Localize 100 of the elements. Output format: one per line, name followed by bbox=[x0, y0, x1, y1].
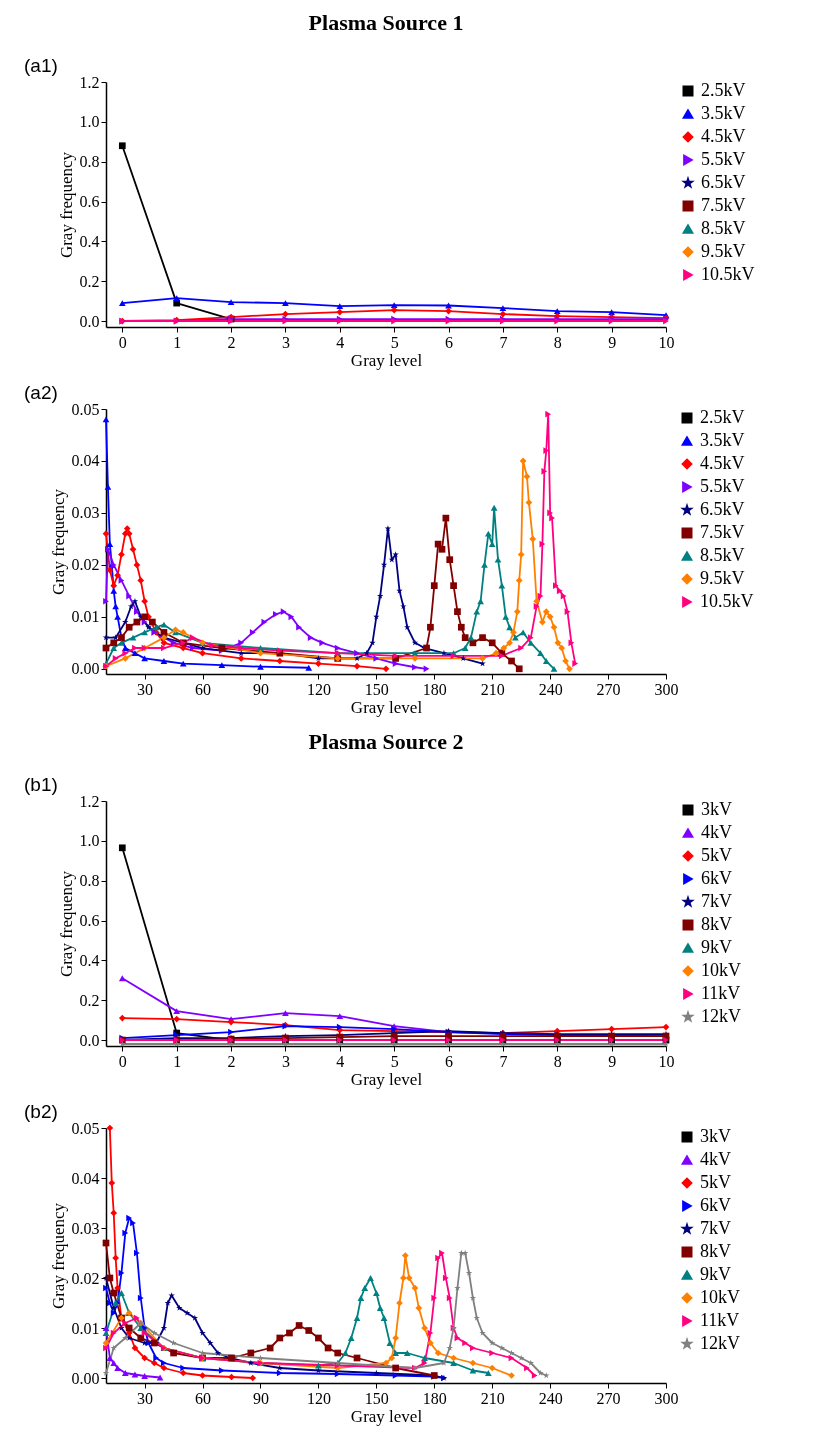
x-tick-label: 10 bbox=[658, 1052, 675, 1070]
legend-label: 4kV bbox=[701, 822, 732, 842]
legend-label: 2.5kV bbox=[701, 80, 746, 100]
x-tick-label: 6 bbox=[445, 333, 454, 351]
y-tick-label: 0.05 bbox=[71, 400, 100, 418]
x-tick-label: 3 bbox=[281, 1052, 290, 1070]
legend-label: 12kV bbox=[700, 1333, 740, 1353]
x-tick-label: 240 bbox=[538, 680, 563, 698]
legend-label: 5.5kV bbox=[701, 149, 746, 169]
x-tick-label: 60 bbox=[195, 680, 212, 698]
x-tick-label: 180 bbox=[422, 1389, 447, 1407]
x-tick-label: 0 bbox=[118, 333, 127, 351]
x-tick-label: 90 bbox=[252, 680, 269, 698]
legend-label: 3.5kV bbox=[700, 430, 745, 450]
y-tick-label: 0.02 bbox=[71, 1269, 100, 1287]
legend-label: 12kV bbox=[701, 1006, 741, 1026]
x-tick-label: 210 bbox=[480, 1389, 505, 1407]
legend-label: 6.5kV bbox=[700, 499, 745, 519]
y-tick-label: 0.2 bbox=[79, 272, 100, 290]
legend-label: 9.5kV bbox=[701, 241, 746, 261]
legend-label: 8.5kV bbox=[701, 218, 746, 238]
legend-label: 9.5kV bbox=[700, 568, 745, 588]
y-axis-title: Gray frequency bbox=[48, 488, 68, 596]
legend-label: 9kV bbox=[701, 937, 732, 957]
x-tick-label: 5 bbox=[390, 333, 399, 351]
x-tick-label: 300 bbox=[654, 1389, 679, 1407]
y-tick-label: 0.2 bbox=[79, 991, 100, 1009]
legend-label: 4.5kV bbox=[700, 453, 745, 473]
y-tick-label: 0.6 bbox=[79, 912, 100, 930]
text: (a2) bbox=[24, 382, 58, 403]
legend-label: 7kV bbox=[700, 1218, 731, 1238]
y-tick-label: 1.0 bbox=[79, 113, 100, 131]
x-tick-label: 7 bbox=[499, 1052, 508, 1070]
legend-label: 10.5kV bbox=[701, 264, 755, 284]
x-tick-label: 7 bbox=[499, 333, 508, 351]
x-tick-label: 30 bbox=[137, 1389, 154, 1407]
legend-label: 11kV bbox=[701, 983, 741, 1003]
x-tick-label: 240 bbox=[538, 1389, 563, 1407]
y-axis-title: Gray frequency bbox=[48, 1202, 68, 1310]
y-tick-label: 0.8 bbox=[79, 872, 100, 890]
legend-label: 10kV bbox=[700, 1287, 740, 1307]
y-tick-label: 0.01 bbox=[71, 1319, 100, 1337]
y-tick-label: 0.0 bbox=[79, 1031, 100, 1049]
x-tick-label: 300 bbox=[654, 680, 679, 698]
text: (b1) bbox=[24, 774, 58, 795]
x-tick-label: 5 bbox=[390, 1052, 399, 1070]
x-axis-title: Gray level bbox=[350, 1069, 423, 1089]
y-tick-label: 0.03 bbox=[71, 1219, 100, 1237]
y-tick-label: 1.2 bbox=[79, 792, 100, 810]
legend-label: 6kV bbox=[701, 868, 732, 888]
x-tick-label: 120 bbox=[306, 1389, 331, 1407]
x-axis-title: Gray level bbox=[350, 697, 423, 717]
x-tick-label: 2 bbox=[227, 1052, 236, 1070]
x-tick-label: 60 bbox=[195, 1389, 212, 1407]
legend-label: 10kV bbox=[701, 960, 741, 980]
y-tick-label: 0.4 bbox=[79, 951, 100, 969]
x-tick-label: 90 bbox=[252, 1389, 269, 1407]
x-tick-label: 270 bbox=[596, 1389, 621, 1407]
x-tick-label: 2 bbox=[227, 333, 236, 351]
x-tick-label: 1 bbox=[173, 1052, 182, 1070]
legend-label: 8kV bbox=[701, 914, 732, 934]
y-axis-title: Gray frequency bbox=[56, 870, 76, 978]
y-tick-label: 0.03 bbox=[71, 504, 100, 522]
legend-label: 8.5kV bbox=[700, 545, 745, 565]
y-tick-label: 0.00 bbox=[71, 1369, 100, 1387]
legend-label: 7.5kV bbox=[701, 195, 746, 215]
text: (a1) bbox=[24, 55, 58, 76]
y-tick-label: 0.01 bbox=[71, 608, 100, 626]
x-tick-label: 0 bbox=[118, 1052, 127, 1070]
legend-label: 8kV bbox=[700, 1241, 731, 1261]
legend-label: 6.5kV bbox=[701, 172, 746, 192]
legend-label: 5kV bbox=[700, 1172, 731, 1192]
y-axis-title: Gray frequency bbox=[56, 151, 76, 259]
y-tick-label: 0.0 bbox=[79, 312, 100, 330]
x-tick-label: 9 bbox=[608, 1052, 617, 1070]
y-tick-label: 1.2 bbox=[79, 73, 100, 91]
y-tick-label: 0.6 bbox=[79, 193, 100, 211]
x-tick-label: 120 bbox=[306, 680, 331, 698]
x-tick-label: 6 bbox=[445, 1052, 454, 1070]
x-tick-label: 1 bbox=[173, 333, 182, 351]
y-tick-label: 0.05 bbox=[71, 1119, 100, 1137]
legend-label: 7kV bbox=[701, 891, 732, 911]
x-tick-label: 30 bbox=[137, 680, 154, 698]
x-tick-label: 3 bbox=[281, 333, 290, 351]
y-tick-label: 0.04 bbox=[71, 452, 100, 470]
text: (b2) bbox=[24, 1101, 58, 1122]
legend-label: 5.5kV bbox=[700, 476, 745, 496]
x-tick-label: 10 bbox=[658, 333, 675, 351]
x-tick-label: 150 bbox=[364, 1389, 389, 1407]
y-tick-label: 1.0 bbox=[79, 832, 100, 850]
y-tick-label: 0.4 bbox=[79, 232, 100, 250]
legend-label: 7.5kV bbox=[700, 522, 745, 542]
legend-label: 4.5kV bbox=[701, 126, 746, 146]
x-axis-title: Gray level bbox=[350, 350, 423, 370]
x-tick-label: 8 bbox=[553, 1052, 562, 1070]
legend-label: 2.5kV bbox=[700, 407, 745, 427]
x-tick-label: 4 bbox=[336, 333, 345, 351]
chart-title: Plasma Source 2 bbox=[308, 729, 464, 754]
legend-label: 10.5kV bbox=[700, 591, 754, 611]
chart-title: Plasma Source 1 bbox=[308, 10, 464, 35]
